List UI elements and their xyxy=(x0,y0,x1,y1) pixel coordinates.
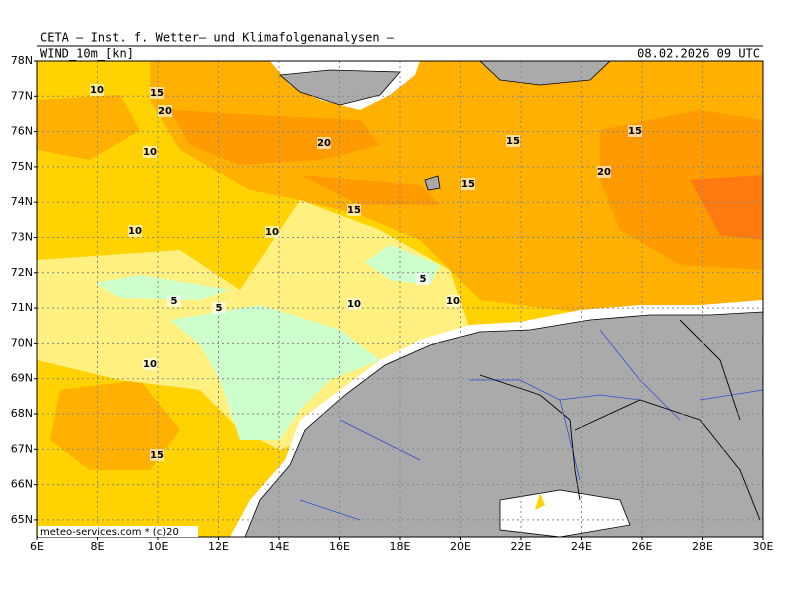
contour-label: 10 xyxy=(143,359,157,370)
wind-15-20 xyxy=(50,380,180,470)
contour-label-bg xyxy=(347,298,361,310)
contour-label: 15 xyxy=(628,126,642,137)
contour-label-bg xyxy=(158,105,172,117)
wind-25 xyxy=(690,175,763,240)
contour-label: 10 xyxy=(143,147,157,158)
contour-label: 15 xyxy=(347,205,361,216)
lon-label: 18E xyxy=(390,540,411,553)
contour-label: 5 xyxy=(420,274,427,285)
contour-label: 15 xyxy=(150,450,164,461)
lon-label: 12E xyxy=(208,540,229,553)
lon-label: 14E xyxy=(269,540,290,553)
contour-label: 15 xyxy=(150,88,164,99)
wind-20 xyxy=(170,110,380,165)
lon-label: 26E xyxy=(632,540,653,553)
lat-label: 76N xyxy=(11,125,33,138)
scandinavia xyxy=(244,311,763,537)
lat-label: 65N xyxy=(11,513,33,526)
valid-time: 08.02.2026 09 UTC xyxy=(637,47,760,61)
lat-label: 75N xyxy=(11,160,33,173)
contour-label-bg xyxy=(167,295,181,307)
lon-label: 30E xyxy=(753,540,774,553)
contour-label: 20 xyxy=(317,138,331,149)
contour-label: 20 xyxy=(158,106,172,117)
lon-label: 28E xyxy=(692,540,713,553)
lat-label: 77N xyxy=(11,89,33,102)
contour-label: 10 xyxy=(128,226,142,237)
contour-label-bg xyxy=(597,166,611,178)
contour-label: 15 xyxy=(461,179,475,190)
contour-label-bg xyxy=(150,87,164,99)
contour-label-bg xyxy=(143,358,157,370)
contour-label: 5 xyxy=(216,303,223,314)
header-title: CETA — Inst. f. Wetter— und Klimafolgena… xyxy=(40,31,395,45)
lat-label: 66N xyxy=(11,478,33,491)
contour-label-bg xyxy=(347,204,361,216)
lat-label: 70N xyxy=(11,336,33,349)
contour-label: 15 xyxy=(506,136,520,147)
island xyxy=(424,175,441,191)
contour-label: 10 xyxy=(446,296,460,307)
axes: 78N 77N 76N 75N 74N 73N 72N 71N 70N 69N 68N 67N 66N 6… xyxy=(11,54,774,553)
contour-label: 20 xyxy=(597,167,611,178)
lat-label: 78N xyxy=(11,54,33,67)
field-name: WIND_10m_[kn] xyxy=(40,47,134,61)
lon-label: 24E xyxy=(571,540,592,553)
credit: meteo-services.com * (c)20 xyxy=(40,527,179,538)
contour-label-bg xyxy=(150,449,164,461)
contour-label-bg xyxy=(90,84,104,96)
contour-label-bg xyxy=(416,273,430,285)
contour-label-bg xyxy=(506,135,520,147)
lat-label: 68N xyxy=(11,407,33,420)
contour-label-bg xyxy=(212,302,226,314)
contour-label-bg xyxy=(446,295,460,307)
contour-label: 10 xyxy=(90,85,104,96)
lat-label: 72N xyxy=(11,266,33,279)
wind-0-5 xyxy=(170,305,380,440)
lon-label: 6E xyxy=(30,540,44,553)
lat-label: 74N xyxy=(11,195,33,208)
lon-label: 20E xyxy=(450,540,471,553)
lon-label: 10E xyxy=(148,540,169,553)
contour-label-bg xyxy=(461,178,475,190)
contour-label: 10 xyxy=(347,299,361,310)
contour-label: 10 xyxy=(265,227,279,238)
contour-label-bg xyxy=(628,125,642,137)
wind-20 xyxy=(300,175,440,205)
lat-label: 71N xyxy=(11,301,33,314)
svalbard xyxy=(479,61,611,86)
lat-label: 73N xyxy=(11,231,33,244)
border xyxy=(479,319,761,521)
contour-label-bg xyxy=(128,225,142,237)
wind-15-20 xyxy=(37,95,140,160)
lat-label: 67N xyxy=(11,442,33,455)
credit-box xyxy=(38,526,198,537)
contour-label-bg xyxy=(143,146,157,158)
lon-label: 8E xyxy=(91,540,105,553)
contour-labels: 10 15 20 10 20 15 15 15 15 20 10 10 5 5 10 5 10 10 15 xyxy=(90,84,642,461)
lon-label: 22E xyxy=(511,540,532,553)
snow-land xyxy=(499,489,631,537)
map-area: 10 15 20 10 20 15 15 15 15 20 10 10 5 5 10 5 10 10 15 xyxy=(37,61,763,537)
wind-0-5 xyxy=(95,275,230,300)
contour-label: 5 xyxy=(171,296,178,307)
lon-label: 16E xyxy=(329,540,350,553)
lake-wind xyxy=(535,493,545,510)
lat-label: 69N xyxy=(11,372,33,385)
contour-label-bg xyxy=(317,137,331,149)
contour-label-bg xyxy=(265,226,279,238)
